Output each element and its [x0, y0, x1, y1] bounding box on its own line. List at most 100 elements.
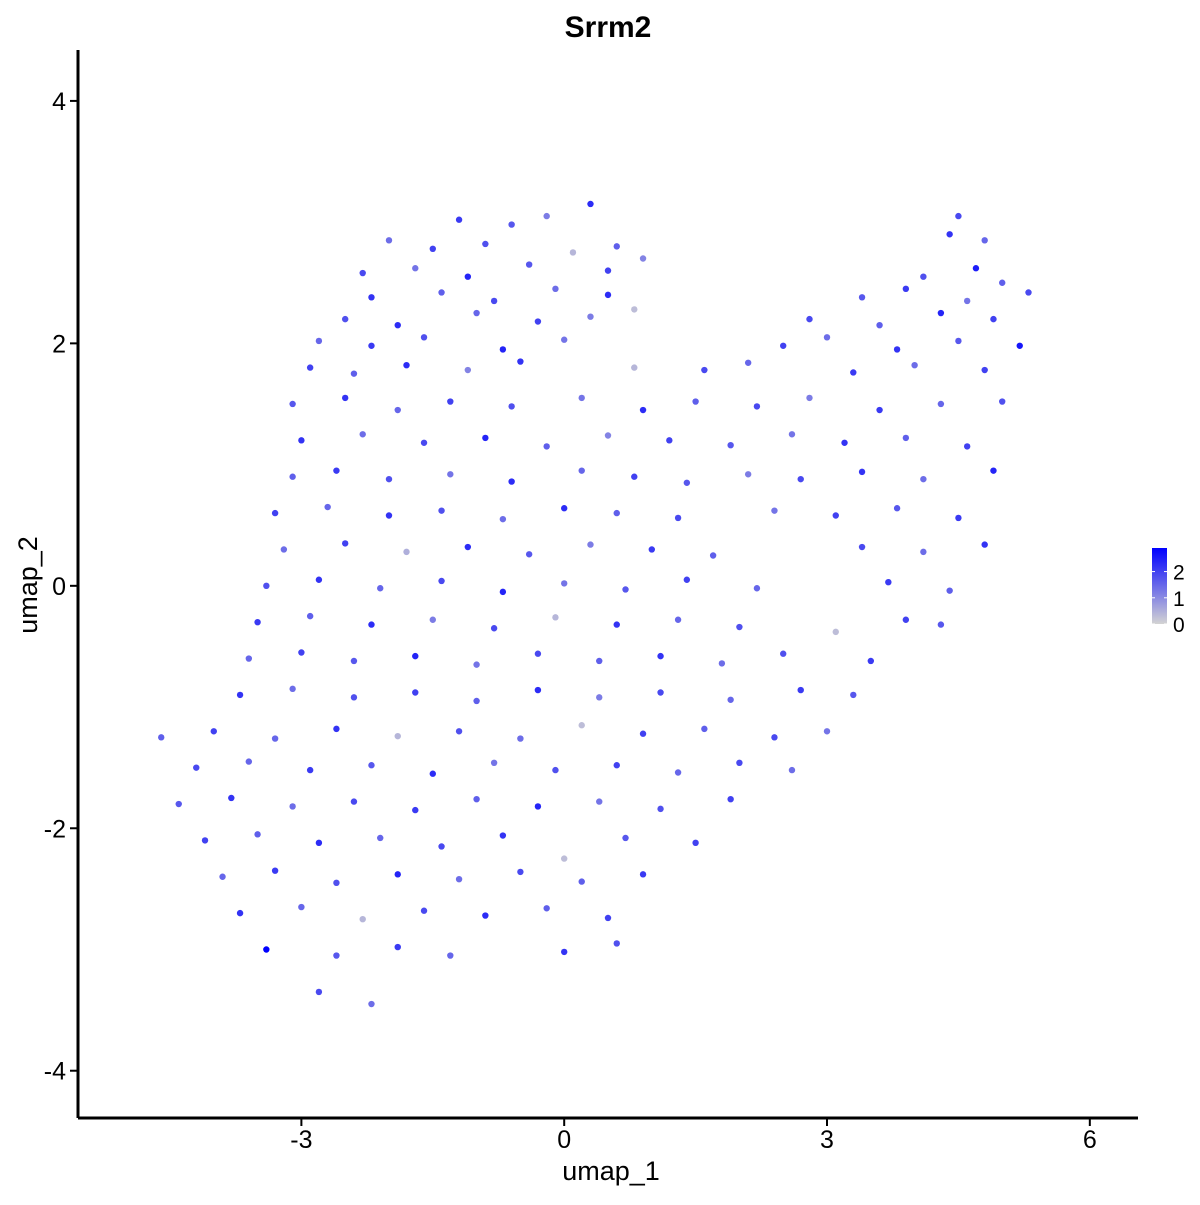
colorbar-tick-label: 2 — [1173, 562, 1185, 585]
data-point — [341, 315, 349, 323]
data-point — [464, 273, 472, 280]
data-point — [893, 346, 901, 353]
data-point — [946, 231, 953, 238]
data-point — [412, 265, 419, 272]
data-point — [490, 759, 498, 767]
data-point — [657, 652, 664, 660]
data-point — [412, 652, 419, 660]
y-tick-label: -4 — [44, 1058, 66, 1086]
data-point — [596, 694, 603, 701]
data-point — [648, 546, 656, 553]
data-point — [999, 398, 1006, 405]
data-point — [858, 468, 866, 476]
data-point — [788, 431, 796, 438]
data-point — [560, 855, 568, 862]
data-point — [876, 321, 883, 329]
data-point — [981, 366, 988, 374]
data-point — [420, 334, 428, 341]
data-point — [981, 237, 988, 244]
data-point — [780, 650, 787, 657]
data-point — [902, 616, 910, 623]
data-point — [631, 306, 638, 313]
data-point — [508, 403, 515, 410]
data-point — [631, 364, 638, 371]
data-point — [578, 467, 585, 474]
x-tick-label: 0 — [557, 1126, 571, 1154]
data-point — [893, 505, 901, 512]
data-point — [517, 868, 524, 876]
data-point — [315, 576, 323, 583]
data-point — [412, 689, 419, 696]
data-point — [508, 478, 515, 485]
data-point — [315, 839, 323, 847]
data-point — [806, 315, 813, 323]
data-point — [823, 334, 831, 341]
colorbar — [1152, 548, 1167, 624]
y-tick-label: -2 — [44, 815, 66, 843]
data-point — [639, 871, 647, 878]
data-point — [990, 467, 997, 474]
data-point — [403, 548, 410, 556]
data-point — [368, 621, 375, 628]
data-point — [911, 361, 918, 369]
data-point — [289, 685, 296, 693]
data-point — [455, 216, 463, 223]
data-point — [236, 909, 244, 917]
data-point — [245, 655, 253, 662]
data-point — [429, 245, 436, 253]
data-point — [937, 400, 945, 408]
data-point — [692, 398, 699, 405]
data-point — [280, 546, 288, 553]
x-axis-title: umap_1 — [562, 1156, 660, 1186]
data-point — [604, 914, 612, 922]
data-point — [876, 406, 883, 414]
data-point — [858, 543, 866, 551]
data-point — [578, 878, 585, 885]
data-point — [464, 543, 472, 551]
data-point — [753, 585, 761, 592]
data-point — [350, 798, 358, 805]
data-point — [447, 398, 454, 405]
data-point — [613, 621, 620, 628]
data-point — [560, 336, 568, 343]
data-point — [517, 735, 524, 742]
data-point — [604, 267, 612, 274]
data-point — [543, 443, 550, 450]
data-point — [158, 734, 165, 741]
data-point — [902, 434, 910, 442]
data-point — [298, 649, 305, 656]
data-point — [236, 691, 244, 699]
data-point — [254, 831, 261, 838]
data-point — [499, 515, 507, 523]
data-point — [622, 586, 629, 593]
data-point — [350, 657, 358, 665]
data-point — [963, 297, 971, 305]
data-point — [359, 431, 366, 438]
data-point — [744, 471, 752, 478]
data-point — [683, 479, 691, 486]
data-point — [175, 800, 182, 808]
data-point — [666, 437, 673, 444]
data-point — [403, 361, 410, 369]
x-tick-label: 3 — [820, 1126, 834, 1154]
data-point — [674, 514, 682, 522]
data-point — [587, 313, 594, 320]
data-point — [578, 722, 585, 729]
data-point — [341, 540, 349, 547]
data-point — [534, 803, 542, 810]
data-point — [534, 318, 542, 325]
data-point — [560, 505, 568, 512]
data-point — [552, 285, 559, 293]
y-tick-label: 0 — [52, 573, 66, 601]
data-point — [193, 764, 200, 771]
data-point — [534, 650, 542, 657]
data-point — [885, 578, 892, 586]
data-point — [245, 758, 253, 765]
data-point — [254, 618, 261, 626]
data-point — [333, 952, 340, 959]
data-point — [210, 728, 217, 735]
data-point — [596, 657, 603, 665]
data-point — [999, 279, 1006, 286]
data-point — [596, 798, 603, 805]
